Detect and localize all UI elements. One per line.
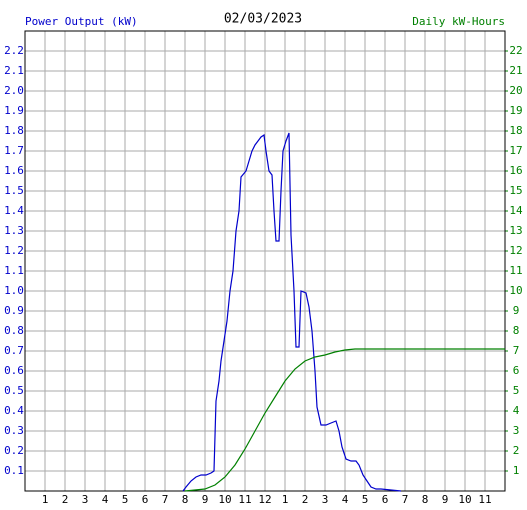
x-tick-label: 5	[362, 493, 369, 506]
y-tick-label: 1.9	[4, 104, 24, 117]
y-tick-label: 1.7	[4, 144, 24, 157]
y-tick-label: 1.8	[4, 124, 24, 137]
y2-tick-label: 4	[513, 404, 520, 417]
y-tick-label: 0.2	[4, 444, 24, 457]
y-tick-label: 1.2	[4, 244, 24, 257]
x-tick-label: 2	[62, 493, 69, 506]
x-tick-label: 11	[238, 493, 251, 506]
y-tick-label: 0.7	[4, 344, 24, 357]
y2-tick-label: 22	[509, 44, 522, 57]
y-tick-label: 1.3	[4, 224, 24, 237]
y-tick-label: 2.0	[4, 84, 24, 97]
y2-tick-label: 16	[509, 164, 522, 177]
x-tick-label: 2	[302, 493, 309, 506]
y2-tick-label: 9	[513, 304, 520, 317]
y2-tick-label: 15	[509, 184, 522, 197]
y2-tick-label: 10	[509, 284, 522, 297]
y2-tick-label: 6	[513, 364, 520, 377]
x-tick-label: 1	[42, 493, 49, 506]
y2-tick-label: 5	[513, 384, 520, 397]
y-tick-label: 0.9	[4, 304, 24, 317]
x-tick-label: 3	[82, 493, 89, 506]
y2-tick-label: 21	[509, 64, 522, 77]
series-line	[182, 132, 402, 492]
y2-axis-title: Daily kW-Hours	[412, 15, 505, 28]
x-tick-label: 10	[458, 493, 471, 506]
y2-tick-label: 8	[513, 324, 520, 337]
y-tick-label: 0.8	[4, 324, 24, 337]
y-tick-label: 1.4	[4, 204, 24, 217]
x-tick-label: 9	[442, 493, 449, 506]
x-tick-label: 10	[218, 493, 231, 506]
series-line	[184, 348, 505, 492]
y-tick-label: 1.1	[4, 264, 24, 277]
y-tick-label: 0.1	[4, 464, 24, 477]
y2-tick-label: 7	[513, 344, 520, 357]
x-tick-label: 5	[122, 493, 129, 506]
y-tick-label: 1.5	[4, 184, 24, 197]
y-axis-title: Power Output (kW)	[25, 15, 138, 28]
x-tick-label: 6	[142, 493, 149, 506]
y-tick-label: 2.1	[4, 64, 24, 77]
y-tick-label: 0.3	[4, 424, 24, 437]
y2-tick-label: 3	[513, 424, 520, 437]
y2-tick-label: 11	[509, 264, 522, 277]
x-tick-label: 11	[478, 493, 491, 506]
y-tick-label: 1.6	[4, 164, 24, 177]
y-tick-label: 0.4	[4, 404, 24, 417]
y-tick-label: 0.5	[4, 384, 24, 397]
x-tick-label: 9	[202, 493, 209, 506]
x-tick-label: 6	[382, 493, 389, 506]
y2-tick-label: 13	[509, 224, 522, 237]
x-tick-label: 8	[422, 493, 429, 506]
x-tick-label: 1	[282, 493, 289, 506]
y-tick-label: 0.6	[4, 364, 24, 377]
x-tick-label: 7	[162, 493, 169, 506]
plot-frame	[24, 30, 506, 492]
y2-tick-label: 17	[509, 144, 522, 157]
y2-tick-label: 20	[509, 84, 522, 97]
y2-tick-label: 18	[509, 124, 522, 137]
x-tick-label: 7	[402, 493, 409, 506]
x-tick-label: 8	[182, 493, 189, 506]
x-tick-label: 4	[342, 493, 349, 506]
y2-tick-label: 12	[509, 244, 522, 257]
y2-tick-label: 2	[513, 444, 520, 457]
y-tick-label: 2.2	[4, 44, 24, 57]
y2-tick-label: 14	[509, 204, 523, 217]
x-tick-label: 4	[102, 493, 109, 506]
y2-tick-label: 19	[509, 104, 522, 117]
x-tick-label: 3	[322, 493, 329, 506]
chart-title: 02/03/2023	[224, 12, 302, 27]
x-tick-label: 12	[258, 493, 271, 506]
y-tick-label: 1.0	[4, 284, 24, 297]
y2-tick-label: 1	[513, 464, 520, 477]
